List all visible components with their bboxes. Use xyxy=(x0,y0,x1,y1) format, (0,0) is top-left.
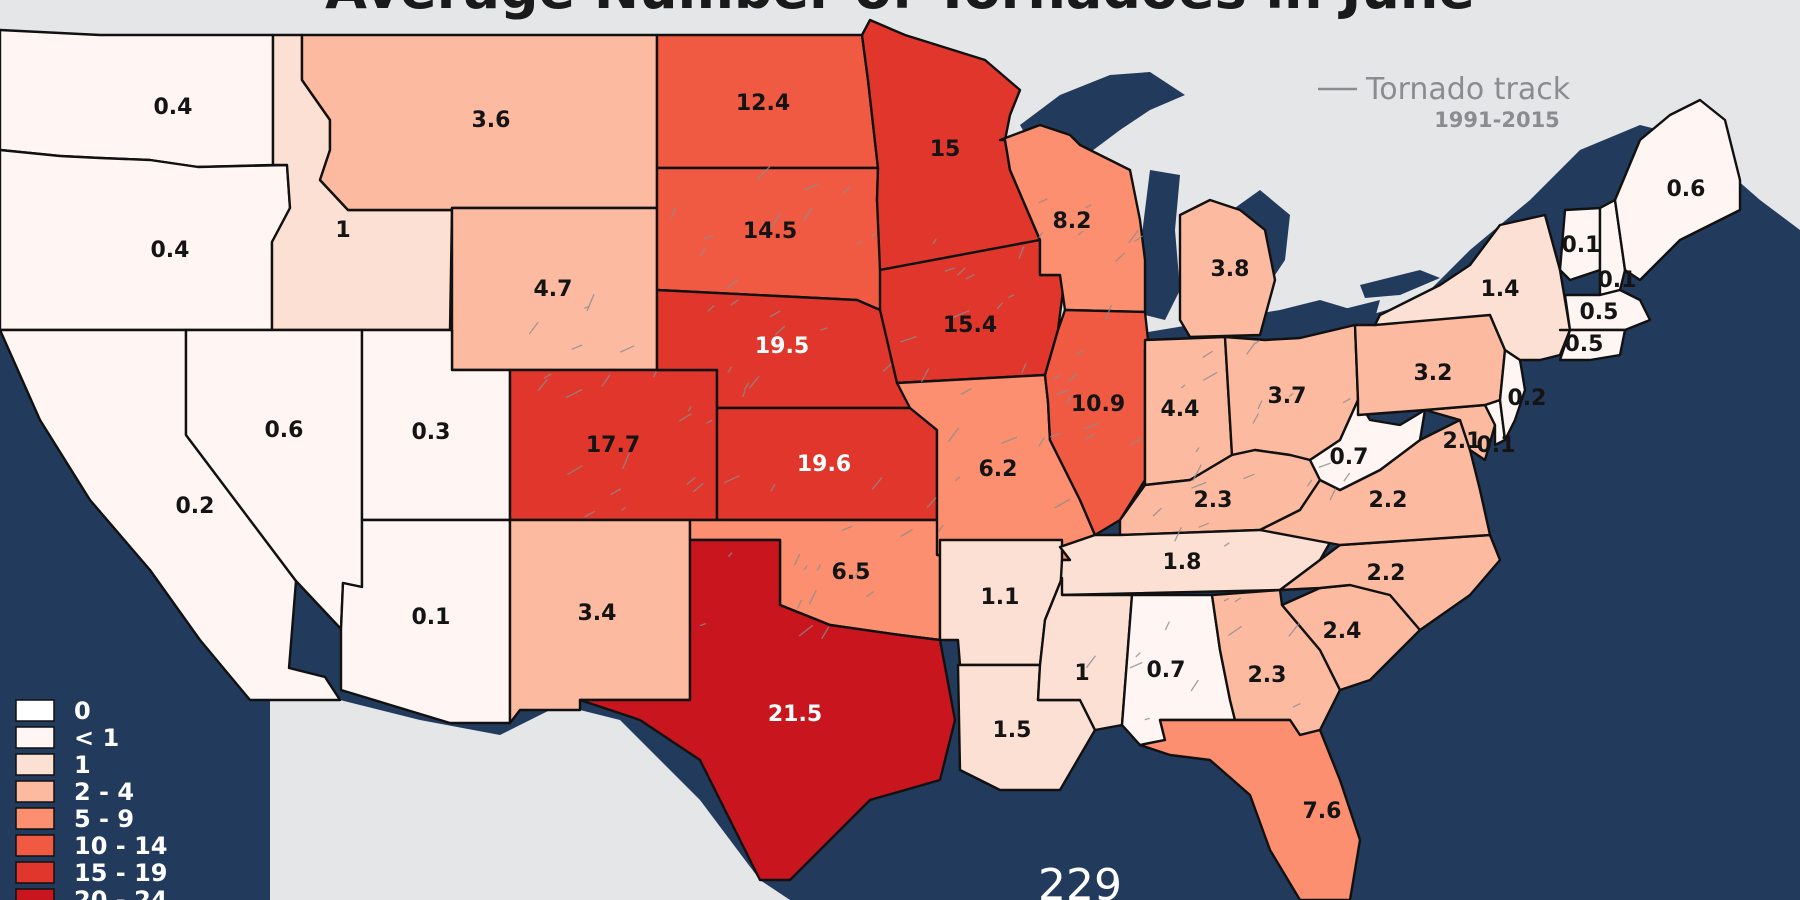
lake-ontario xyxy=(1360,270,1440,298)
legend-label: 1 xyxy=(74,751,91,779)
value-ar: 1.1 xyxy=(981,585,1020,610)
state-vt[interactable] xyxy=(1558,206,1602,282)
mexico-land xyxy=(270,660,790,900)
value-nh: 0.1 xyxy=(1598,268,1637,293)
value-md: 2.1 xyxy=(1443,429,1482,454)
legend-label: 2 - 4 xyxy=(74,778,134,806)
legend-label: 0 xyxy=(74,697,91,725)
value-va: 2.2 xyxy=(1369,488,1408,513)
value-sd: 14.5 xyxy=(743,219,797,244)
state-nc[interactable] xyxy=(1278,533,1502,632)
total-count: 229 xyxy=(1038,860,1122,900)
value-vt: 0.1 xyxy=(1562,233,1601,258)
value-ut: 0.3 xyxy=(412,420,451,445)
legend-swatch xyxy=(15,888,55,900)
value-sc: 2.4 xyxy=(1323,619,1362,644)
state-value-labels: 0.4 0.4 0.2 1 0.6 3.6 4.7 0.3 0.1 17.7 3… xyxy=(151,91,1706,824)
value-ok: 6.5 xyxy=(832,560,871,585)
value-wv: 0.7 xyxy=(1330,445,1369,470)
value-ny: 1.4 xyxy=(1481,277,1520,302)
map-title: Average Number of Tornadoes in June xyxy=(325,0,1475,21)
value-nm: 3.4 xyxy=(578,601,617,626)
legend-label: 5 - 9 xyxy=(74,805,134,833)
state-mi[interactable] xyxy=(1178,198,1277,339)
value-de: 0.1 xyxy=(1477,433,1516,458)
value-nj: 0.2 xyxy=(1508,386,1547,411)
value-ct: 0.5 xyxy=(1565,332,1604,357)
value-mn: 15 xyxy=(930,137,961,162)
legend-swatch xyxy=(15,726,55,749)
value-co: 17.7 xyxy=(586,433,640,458)
lake-erie xyxy=(1280,300,1380,332)
value-la: 1.5 xyxy=(993,718,1032,743)
legend-label: 10 - 14 xyxy=(74,832,167,860)
value-tx: 21.5 xyxy=(768,702,822,727)
value-ca: 0.2 xyxy=(176,494,215,519)
state-or[interactable] xyxy=(0,148,292,332)
value-ia: 15.4 xyxy=(943,313,997,338)
value-tn: 1.8 xyxy=(1163,550,1202,575)
value-wy: 4.7 xyxy=(534,277,573,302)
value-me: 0.6 xyxy=(1667,177,1706,202)
legend-swatch xyxy=(15,807,55,830)
legend-label: < 1 xyxy=(74,724,119,752)
value-ky: 2.3 xyxy=(1194,488,1233,513)
value-il: 10.9 xyxy=(1071,392,1125,417)
value-or: 0.4 xyxy=(151,238,190,263)
track-legend-years: 1991-2015 xyxy=(1434,108,1560,132)
value-ne: 19.5 xyxy=(755,334,809,359)
state-fl[interactable] xyxy=(1138,718,1362,900)
value-al: 0.7 xyxy=(1147,658,1186,683)
value-mt: 3.6 xyxy=(472,108,511,133)
value-mi: 3.8 xyxy=(1211,257,1250,282)
legend-swatch xyxy=(15,834,55,857)
state-wi[interactable] xyxy=(998,123,1147,314)
lake-michigan xyxy=(1140,170,1180,320)
value-wi: 8.2 xyxy=(1053,209,1092,234)
value-ga: 2.3 xyxy=(1248,663,1287,688)
state-tx[interactable] xyxy=(578,538,957,882)
legend-swatch xyxy=(15,861,55,884)
legend-swatch xyxy=(15,753,55,776)
value-fl: 7.6 xyxy=(1303,799,1342,824)
value-pa: 3.2 xyxy=(1414,361,1453,386)
value-wa: 0.4 xyxy=(154,95,193,120)
us-states xyxy=(0,18,1742,900)
state-ct[interactable] xyxy=(1558,328,1627,362)
value-ma: 0.5 xyxy=(1580,300,1619,325)
state-me[interactable] xyxy=(1613,98,1742,282)
legend-label: 20 - 24 xyxy=(74,886,167,900)
legend-swatch xyxy=(15,699,55,722)
track-legend-label: Tornado track xyxy=(1365,72,1571,107)
legend-label: 15 - 19 xyxy=(74,859,167,887)
value-mo: 6.2 xyxy=(979,457,1018,482)
value-oh: 3.7 xyxy=(1268,384,1307,409)
value-nv: 0.6 xyxy=(265,418,304,443)
value-id: 1 xyxy=(335,218,350,243)
legend-swatch xyxy=(15,780,55,803)
value-ms: 1 xyxy=(1074,661,1089,686)
value-nd: 12.4 xyxy=(736,91,790,116)
tornado-tracks xyxy=(528,166,1351,721)
value-az: 0.1 xyxy=(412,605,451,630)
value-in: 4.4 xyxy=(1161,397,1200,422)
value-nc: 2.2 xyxy=(1367,561,1406,586)
state-wa[interactable] xyxy=(0,28,275,169)
value-ks: 19.6 xyxy=(797,452,851,477)
